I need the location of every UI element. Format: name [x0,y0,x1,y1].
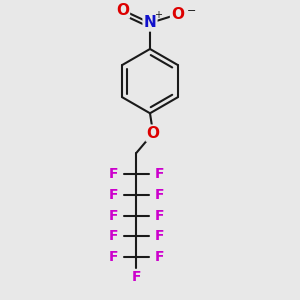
Text: F: F [154,229,164,243]
Text: O: O [171,7,184,22]
Text: F: F [109,167,118,181]
Text: −: − [187,6,196,16]
Text: F: F [109,188,118,202]
Text: F: F [154,250,164,264]
Text: F: F [109,208,118,223]
Text: F: F [154,188,164,202]
Text: +: + [154,10,162,20]
Text: F: F [109,250,118,264]
Text: F: F [154,208,164,223]
Text: N: N [144,16,156,31]
Text: O: O [147,126,160,141]
Text: F: F [154,167,164,181]
Text: F: F [131,270,141,284]
Text: O: O [116,3,129,18]
Text: F: F [109,229,118,243]
